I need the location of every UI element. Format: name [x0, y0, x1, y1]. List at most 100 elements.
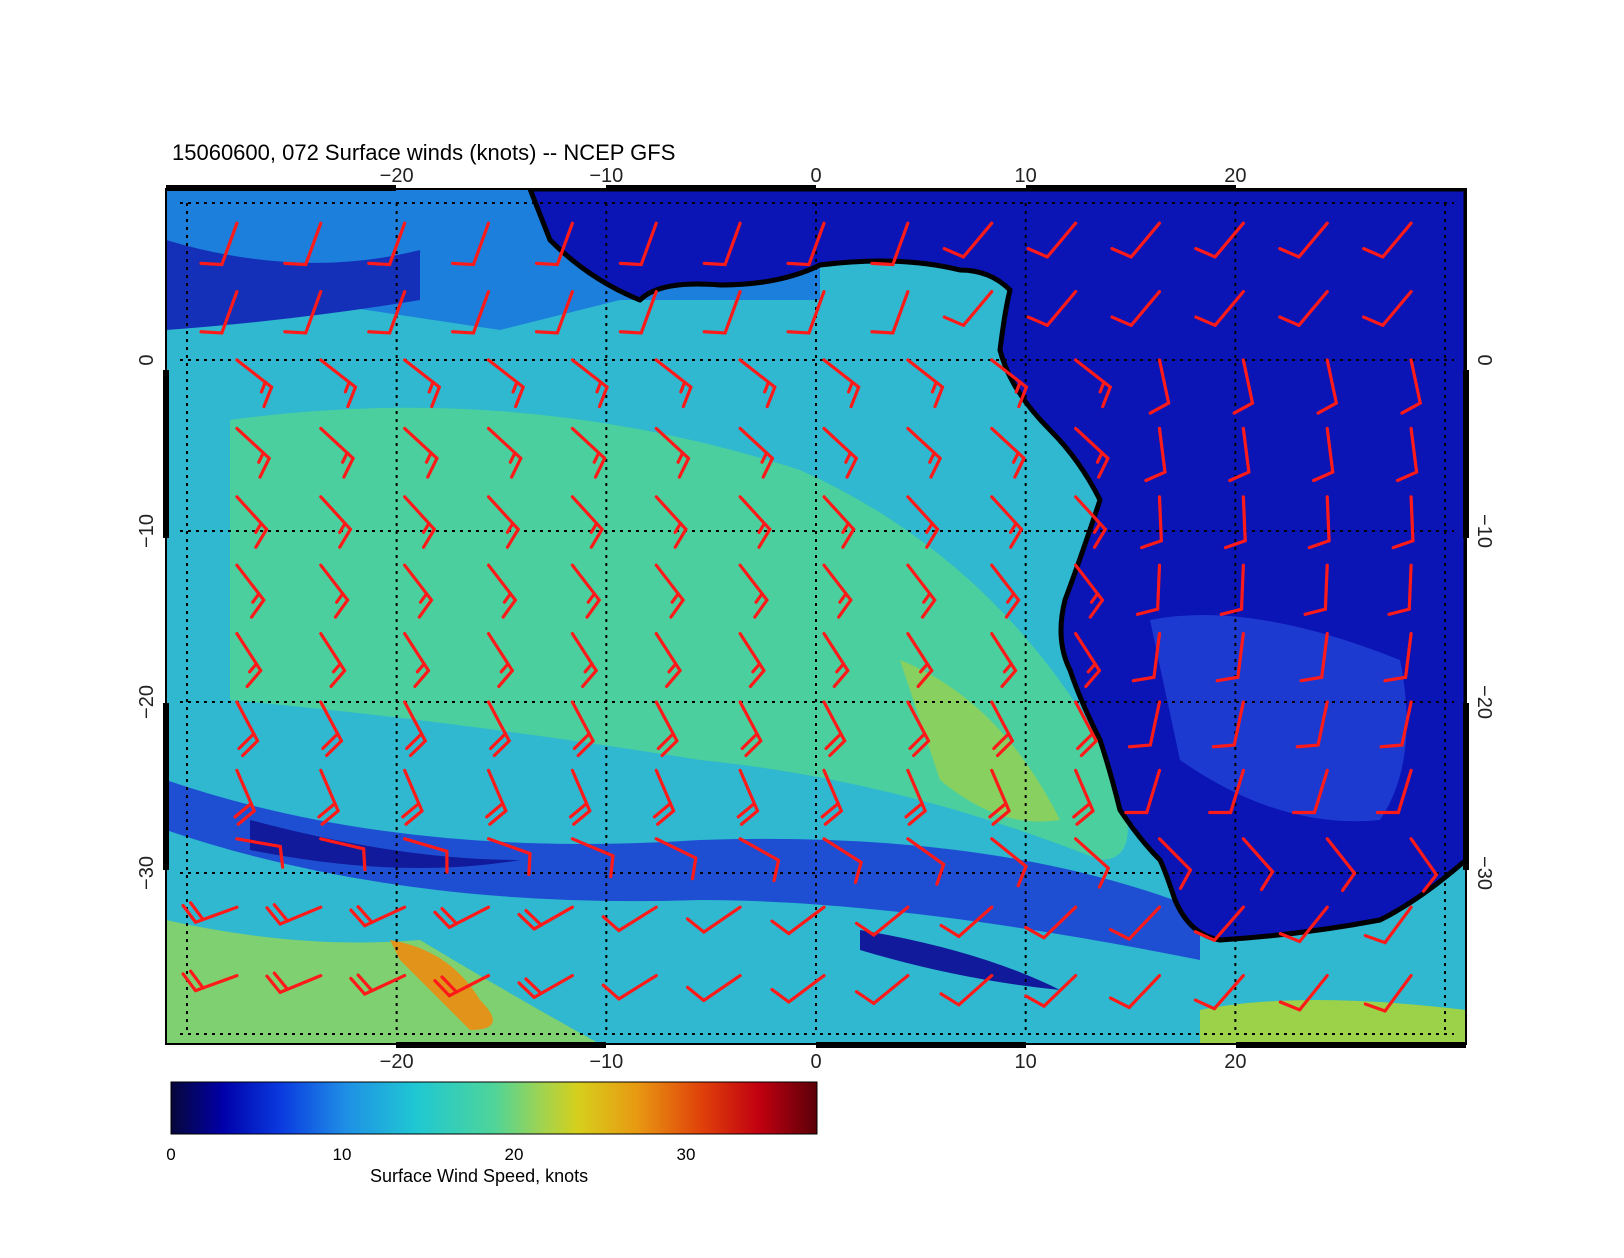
wind-barb	[1363, 905, 1413, 945]
wind-barb	[317, 768, 340, 826]
wind-barb	[822, 563, 853, 619]
wind-barb	[1312, 426, 1335, 483]
wind-barb	[939, 973, 994, 1007]
africa-inland-patch	[1150, 615, 1407, 822]
lon-labels-top: −20 −10 0 10 20	[380, 165, 1247, 187]
colorbar-tick-30: 30	[676, 1145, 696, 1164]
wind-barb	[1383, 631, 1413, 683]
wind-barb	[822, 700, 847, 758]
lon-tick-label-bottom: −20	[380, 1051, 414, 1073]
wind-barb	[786, 221, 826, 267]
wind-barb	[822, 426, 858, 479]
colorbar-tick-20: 20	[504, 1145, 524, 1164]
wind-barb	[1278, 290, 1329, 327]
wind-barb	[654, 837, 698, 881]
wind-barb	[990, 495, 1024, 549]
wind-barb	[906, 837, 946, 886]
wind-barb	[570, 631, 598, 689]
wind-barb	[1194, 221, 1245, 259]
wind-barb	[1124, 768, 1162, 815]
wind-barb	[319, 700, 344, 758]
wind-barb	[1193, 905, 1245, 942]
wind-barb	[1391, 495, 1415, 550]
wind-barb	[990, 563, 1021, 619]
wind-barb	[283, 221, 323, 267]
lat-tick-label-right: −30	[1473, 856, 1495, 890]
wind-barb	[1362, 221, 1413, 259]
wind-barb	[1074, 426, 1110, 479]
wind-barb	[770, 905, 826, 936]
wind-barb	[685, 905, 742, 934]
wind-barb	[738, 358, 777, 409]
wind-barb	[1074, 563, 1105, 619]
wind-barb	[265, 903, 323, 926]
wind-barb	[570, 837, 615, 879]
wind-barb	[1026, 290, 1078, 327]
wind-barb	[1241, 837, 1275, 892]
wind-barb	[403, 426, 439, 479]
wind-barb	[988, 768, 1011, 826]
wind-barb	[820, 768, 843, 826]
wind-barb	[349, 905, 407, 928]
wind-barb	[618, 290, 658, 335]
wind-barb	[265, 971, 323, 994]
wind-barb	[990, 837, 1028, 888]
wind-barb	[1108, 973, 1162, 1010]
wind-barb	[570, 700, 595, 758]
wind-barb	[319, 426, 355, 479]
wind-barb	[534, 221, 574, 267]
wind-barb	[1379, 700, 1413, 749]
wind-barb	[1223, 495, 1247, 550]
lat-labels-left: 0 −10 −20 −30	[136, 354, 158, 890]
wind-barb	[403, 495, 436, 549]
wind-barb	[1074, 495, 1107, 549]
wind-barb	[1228, 426, 1251, 483]
wind-barb	[654, 631, 682, 689]
wind-barb	[403, 631, 431, 689]
wind-barb	[1362, 290, 1413, 327]
wind-barb	[1303, 563, 1329, 616]
wind-barb	[403, 563, 434, 619]
wind-barb	[1299, 631, 1329, 683]
wind-barb	[854, 973, 910, 1006]
wind-barb	[738, 563, 769, 619]
wind-barb	[870, 221, 910, 267]
wind-barb	[570, 358, 609, 409]
lat-tick-label-left: −30	[136, 856, 158, 890]
wind-barb	[235, 358, 274, 409]
wind-barb	[904, 768, 927, 826]
wind-barb	[349, 973, 407, 996]
wind-barb	[367, 221, 407, 267]
wind-barb	[822, 837, 863, 885]
wind-barb	[738, 700, 763, 758]
lat-tick-label-right: 0	[1473, 354, 1495, 365]
wind-barb	[786, 290, 826, 335]
wind-barb	[319, 837, 367, 872]
wind-barb	[319, 631, 347, 689]
wind-barb	[1232, 358, 1255, 415]
wind-barbs	[181, 221, 1439, 1013]
wind-barb	[517, 973, 574, 999]
map-title: 15060600, 072 Surface winds (knots) -- N…	[172, 140, 676, 165]
lat-labels-right: 0 −10 −20 −30	[1473, 354, 1495, 890]
lat-tick-label-left: −20	[136, 685, 158, 719]
wind-barb	[570, 563, 601, 619]
lat-tick-label-left: −10	[136, 514, 158, 548]
wind-barb	[199, 290, 239, 335]
wind-barb	[990, 426, 1026, 479]
wind-barb	[1194, 290, 1245, 327]
lon-tick-label-bottom: 0	[810, 1051, 821, 1073]
lon-tick-label-bottom: 20	[1224, 1051, 1246, 1073]
wind-barb	[199, 221, 239, 267]
frame-ticks	[163, 185, 1469, 1048]
wind-barb	[486, 426, 523, 479]
wind-barb	[1148, 358, 1171, 415]
wind-barb	[906, 358, 945, 409]
wind-barb	[736, 768, 760, 826]
wind-barb	[618, 221, 658, 267]
wind-barb	[235, 837, 285, 869]
wind-barb	[1110, 290, 1162, 327]
wind-barb	[403, 700, 427, 758]
wind-barb	[1144, 426, 1167, 483]
wind-barb	[1131, 631, 1162, 683]
